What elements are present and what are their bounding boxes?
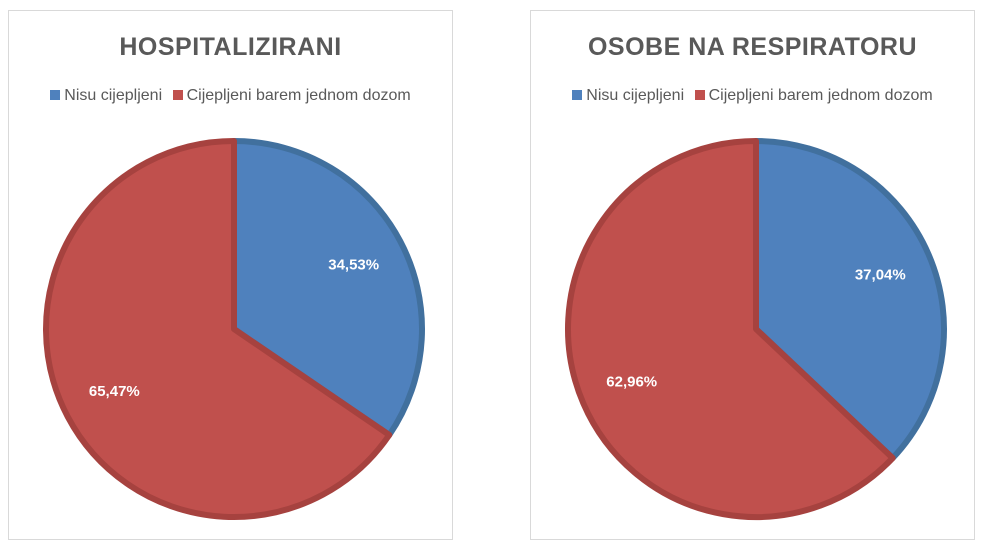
legend-label: Nisu cijepljeni (586, 87, 685, 104)
slice-data-label-1: 65,47% (89, 383, 140, 400)
chart-title: OSOBE NA RESPIRATORU (587, 33, 918, 61)
legend-item-cijepljeni: Cijepljeni barem jednom dozom (694, 87, 933, 105)
legend-label: Cijepljeni barem jednom dozom (186, 87, 411, 104)
chart-legend: Nisu cijepljeni Cijepljeni barem jednom … (9, 87, 452, 105)
legend-swatch-red (694, 90, 705, 100)
slice-data-label-1: 62,96% (606, 374, 657, 391)
chart-panel-respirator: OSOBE NA RESPIRATORU Nisu cijepljeni Cij… (530, 10, 975, 540)
pie-slice-1 (565, 138, 896, 520)
legend-item-nisu-cijepljeni: Nisu cijepljeni (572, 87, 684, 105)
pie-chart-hospitalizirani: 34,53% 65,47% (43, 138, 425, 520)
pie-chart-respirator: 37,04% 62,96% (565, 138, 947, 520)
legend-swatch-red (172, 90, 183, 100)
slice-data-label-0: 34,53% (328, 257, 379, 274)
pie-slice-0 (231, 138, 425, 438)
pie-slice-1 (43, 138, 393, 520)
chart-legend: Nisu cijepljeni Cijepljeni barem jednom … (531, 87, 974, 105)
legend-swatch-blue (50, 90, 61, 100)
legend-swatch-blue (572, 90, 583, 100)
legend-label: Cijepljeni barem jednom dozom (708, 87, 933, 104)
legend-item-nisu-cijepljeni: Nisu cijepljeni (50, 87, 162, 105)
chart-title: HOSPITALIZIRANI (119, 33, 342, 61)
chart-panel-hospitalizirani: HOSPITALIZIRANI Nisu cijepljeni Cijeplje… (8, 10, 453, 540)
legend-item-cijepljeni: Cijepljeni barem jednom dozom (172, 87, 411, 105)
legend-label: Nisu cijepljeni (64, 87, 163, 104)
slice-data-label-0: 37,04% (855, 266, 906, 283)
pie-slice-0 (753, 138, 947, 462)
